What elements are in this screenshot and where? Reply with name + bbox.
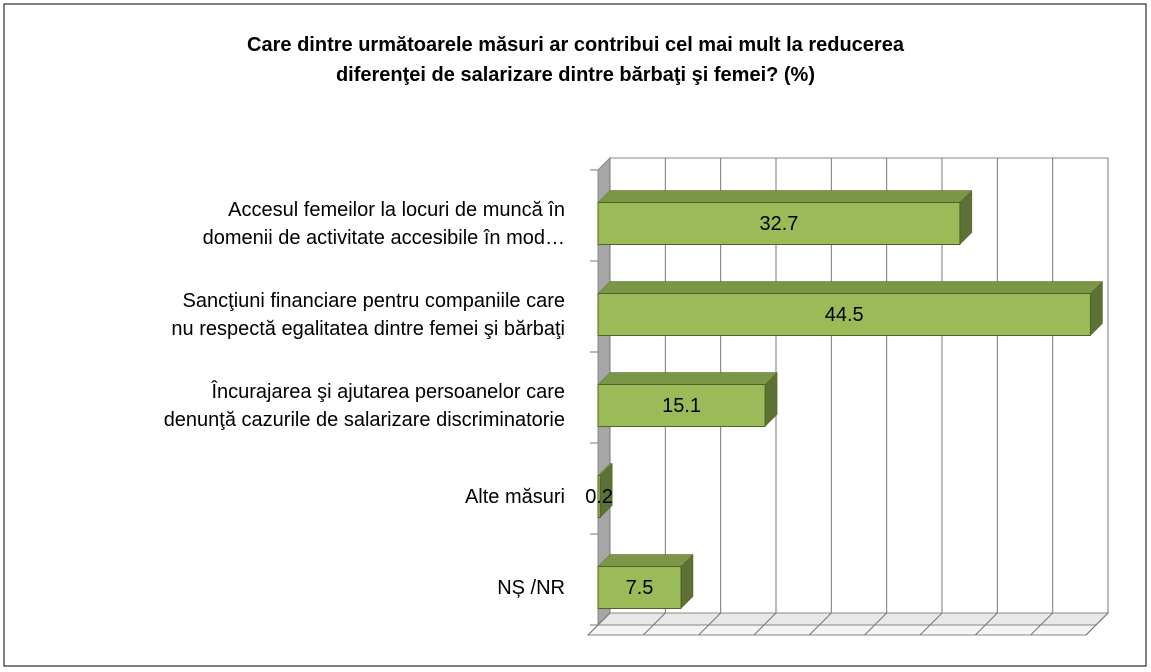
value-label: 15.1 xyxy=(662,395,701,417)
bar-front xyxy=(597,293,1091,336)
grid-line xyxy=(1085,158,1109,636)
bar-front xyxy=(597,202,961,245)
bar xyxy=(597,280,1104,337)
bar xyxy=(597,553,694,610)
floor-side xyxy=(586,624,1098,636)
category-label: Alte măsuri xyxy=(464,485,565,508)
chart-title: Care dintre următoarele măsuri ar contri… xyxy=(247,34,904,86)
value-label: 0.2 xyxy=(585,486,613,508)
bar-top xyxy=(597,372,778,385)
bar-front xyxy=(597,384,766,427)
category-label: Sancţiuni financiare pentru companiile c… xyxy=(171,289,565,340)
value-label: 44.5 xyxy=(825,304,864,326)
bar xyxy=(597,371,778,428)
category-label: Accesul femeilor la locuri de muncă în d… xyxy=(202,198,565,249)
bar xyxy=(597,462,613,519)
floor xyxy=(596,612,1110,626)
bar-top xyxy=(597,190,973,203)
bar-top xyxy=(597,281,1104,294)
category-label: Încurajarea şi ajutarea persoanelor care… xyxy=(163,380,565,431)
bar-front xyxy=(597,566,682,609)
category-label: NȘ /NR xyxy=(497,576,565,599)
value-label: 7.5 xyxy=(626,577,654,599)
bar xyxy=(597,189,973,246)
value-label: 32.7 xyxy=(759,213,798,235)
bar-top xyxy=(597,554,694,567)
bar-front xyxy=(597,475,601,518)
